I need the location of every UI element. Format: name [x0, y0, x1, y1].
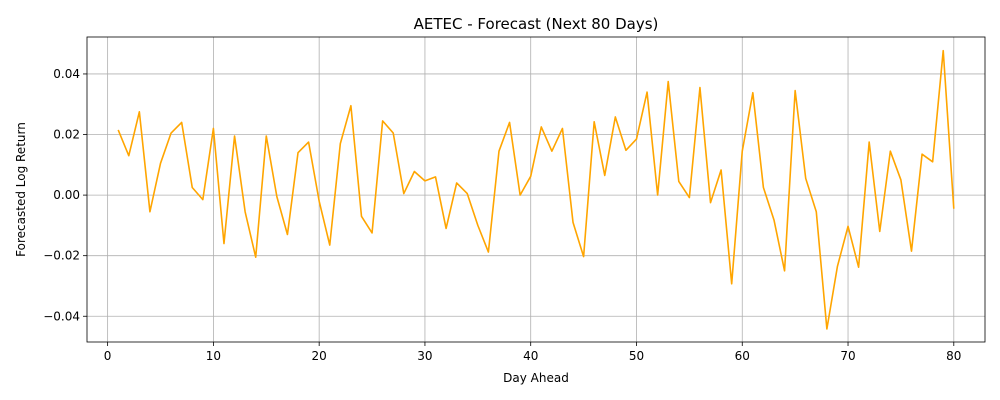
plot-frame [86, 36, 986, 343]
x-tick-label: 0 [104, 349, 112, 363]
x-tick-label: 50 [629, 349, 644, 363]
y-tick-label: 0.02 [53, 128, 80, 142]
x-tick-label: 40 [523, 349, 538, 363]
x-tick-label: 10 [206, 349, 221, 363]
y-tick-label: 0.04 [53, 67, 80, 81]
x-axis-label: Day Ahead [503, 371, 569, 385]
x-tick-label: 60 [735, 349, 750, 363]
x-tick-label: 20 [312, 349, 327, 363]
y-tick-label: −0.04 [43, 309, 80, 323]
grid [87, 37, 985, 342]
x-tick-label: 30 [417, 349, 432, 363]
y-axis-label: Forecasted Log Return [14, 122, 28, 257]
y-axis: −0.04 −0.02 0.00 0.02 0.04 [43, 67, 87, 323]
chart-title: AETEC - Forecast (Next 80 Days) [414, 15, 659, 33]
series-layer [117, 49, 955, 330]
y-tick-label: 0.00 [53, 188, 80, 202]
x-tick-label: 80 [946, 349, 961, 363]
x-axis: 0 10 20 30 40 50 60 70 80 [104, 342, 961, 363]
x-tick-label: 70 [840, 349, 855, 363]
y-tick-label: −0.02 [43, 249, 80, 263]
forecast-line [117, 49, 955, 330]
